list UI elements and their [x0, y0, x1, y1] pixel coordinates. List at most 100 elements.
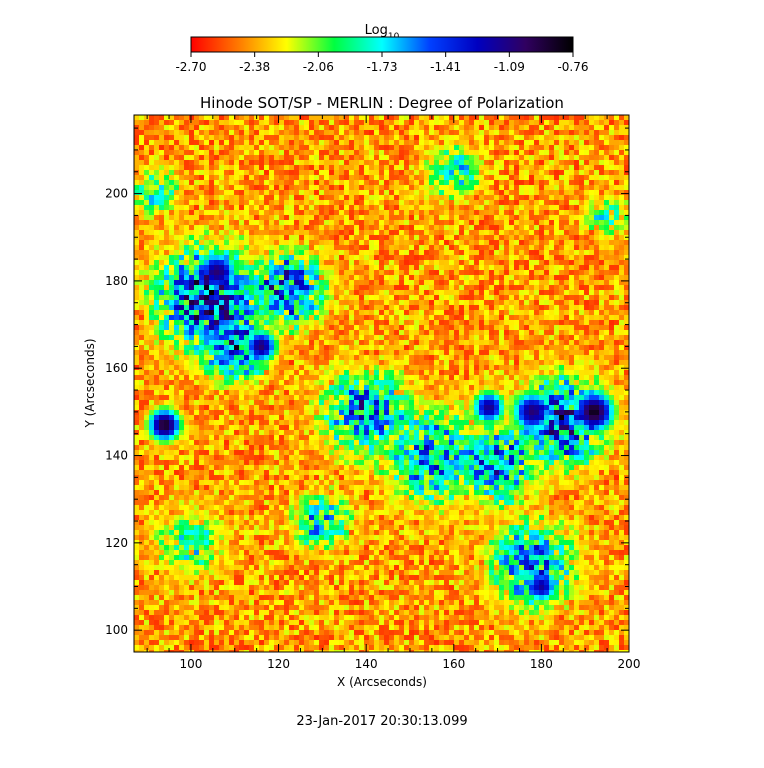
heatmap-cell	[169, 360, 175, 366]
heatmap-cell	[434, 290, 440, 296]
heatmap-cell	[254, 260, 260, 266]
heatmap-cell	[189, 250, 195, 256]
heatmap-cell	[299, 270, 305, 276]
heatmap-cell	[484, 170, 490, 176]
heatmap-cell	[284, 230, 290, 236]
heatmap-cell	[479, 120, 485, 126]
heatmap-cell	[619, 350, 625, 356]
heatmap-cell	[384, 175, 390, 181]
heatmap-cell	[339, 320, 345, 326]
heatmap-cell	[199, 115, 205, 121]
heatmap-cell	[154, 360, 160, 366]
heatmap-cell	[314, 140, 320, 146]
heatmap-cell	[354, 240, 360, 246]
heatmap-cell	[369, 210, 375, 216]
heatmap-cell	[494, 350, 500, 356]
heatmap-cell	[434, 270, 440, 276]
heatmap-cell	[529, 290, 535, 296]
heatmap-cell	[259, 155, 265, 161]
heatmap-cell	[139, 200, 145, 206]
heatmap-cell	[604, 330, 610, 336]
heatmap-cell	[364, 225, 370, 231]
heatmap-cell	[549, 360, 555, 366]
heatmap-cell	[379, 265, 385, 271]
heatmap-cell	[309, 310, 315, 316]
heatmap-cell	[609, 305, 615, 311]
heatmap-cell	[554, 215, 560, 221]
heatmap-cell	[534, 120, 540, 126]
heatmap-cell	[469, 115, 475, 121]
heatmap-cell	[519, 170, 525, 176]
heatmap-cell	[409, 325, 415, 331]
heatmap-cell	[489, 360, 495, 366]
heatmap-cell	[164, 345, 170, 351]
colorbar-tick-label: -2.38	[239, 60, 270, 74]
heatmap-cell	[224, 210, 230, 216]
heatmap-cell	[194, 120, 200, 126]
heatmap-cell	[619, 250, 625, 256]
heatmap-cell	[549, 285, 555, 291]
heatmap-cell	[424, 175, 430, 181]
heatmap-cell	[269, 240, 275, 246]
heatmap-cell	[144, 345, 150, 351]
heatmap-cell	[459, 150, 465, 156]
heatmap-cell	[589, 185, 595, 191]
heatmap-cell	[189, 150, 195, 156]
heatmap-cell	[439, 305, 445, 311]
heatmap-cell	[494, 120, 500, 126]
heatmap-cell	[464, 150, 470, 156]
heatmap-cell	[139, 290, 145, 296]
heatmap-cell	[504, 200, 510, 206]
heatmap-cell	[299, 115, 305, 121]
heatmap-cell	[164, 135, 170, 141]
heatmap-cell	[159, 285, 165, 291]
heatmap-cell	[604, 295, 610, 301]
heatmap-cell	[179, 205, 185, 211]
heatmap-cell	[179, 230, 185, 236]
heatmap-cell	[434, 220, 440, 226]
heatmap-cell	[219, 195, 225, 201]
heatmap-cell	[609, 290, 615, 296]
heatmap-cell	[209, 320, 215, 326]
heatmap-cell	[519, 225, 525, 231]
heatmap-cell	[589, 275, 595, 281]
heatmap-cell	[314, 295, 320, 301]
heatmap-cell	[369, 310, 375, 316]
heatmap-cell	[464, 360, 470, 366]
heatmap-cell	[164, 130, 170, 136]
heatmap-cell	[224, 300, 230, 306]
heatmap-cell	[369, 250, 375, 256]
heatmap-cell	[564, 315, 570, 321]
heatmap-cell	[624, 205, 629, 211]
heatmap-cell	[539, 155, 545, 161]
heatmap-cell	[299, 170, 305, 176]
heatmap-cell	[584, 300, 590, 306]
heatmap-cell	[394, 190, 400, 196]
heatmap-cell	[504, 175, 510, 181]
heatmap-cell	[374, 150, 380, 156]
heatmap-cell	[199, 165, 205, 171]
heatmap-cell	[504, 170, 510, 176]
heatmap-cell	[319, 135, 325, 141]
heatmap-cell	[464, 130, 470, 136]
heatmap-cell	[144, 210, 150, 216]
heatmap-cell	[184, 310, 190, 316]
heatmap-cell	[614, 360, 620, 366]
heatmap-cell	[564, 150, 570, 156]
heatmap-cell	[244, 165, 250, 171]
heatmap-cell	[304, 165, 310, 171]
heatmap-cell	[509, 220, 515, 226]
heatmap-cell	[419, 195, 425, 201]
heatmap-cell	[614, 315, 620, 321]
heatmap-cell	[169, 180, 175, 186]
heatmap-cell	[534, 140, 540, 146]
heatmap-cell	[584, 175, 590, 181]
heatmap-cell	[464, 165, 470, 171]
heatmap-cell	[179, 345, 185, 351]
heatmap-cell	[229, 265, 235, 271]
heatmap-cell	[239, 345, 245, 351]
heatmap-cell	[574, 215, 580, 221]
heatmap-cell	[139, 115, 145, 121]
heatmap-cell	[339, 345, 345, 351]
heatmap-cell	[599, 215, 605, 221]
